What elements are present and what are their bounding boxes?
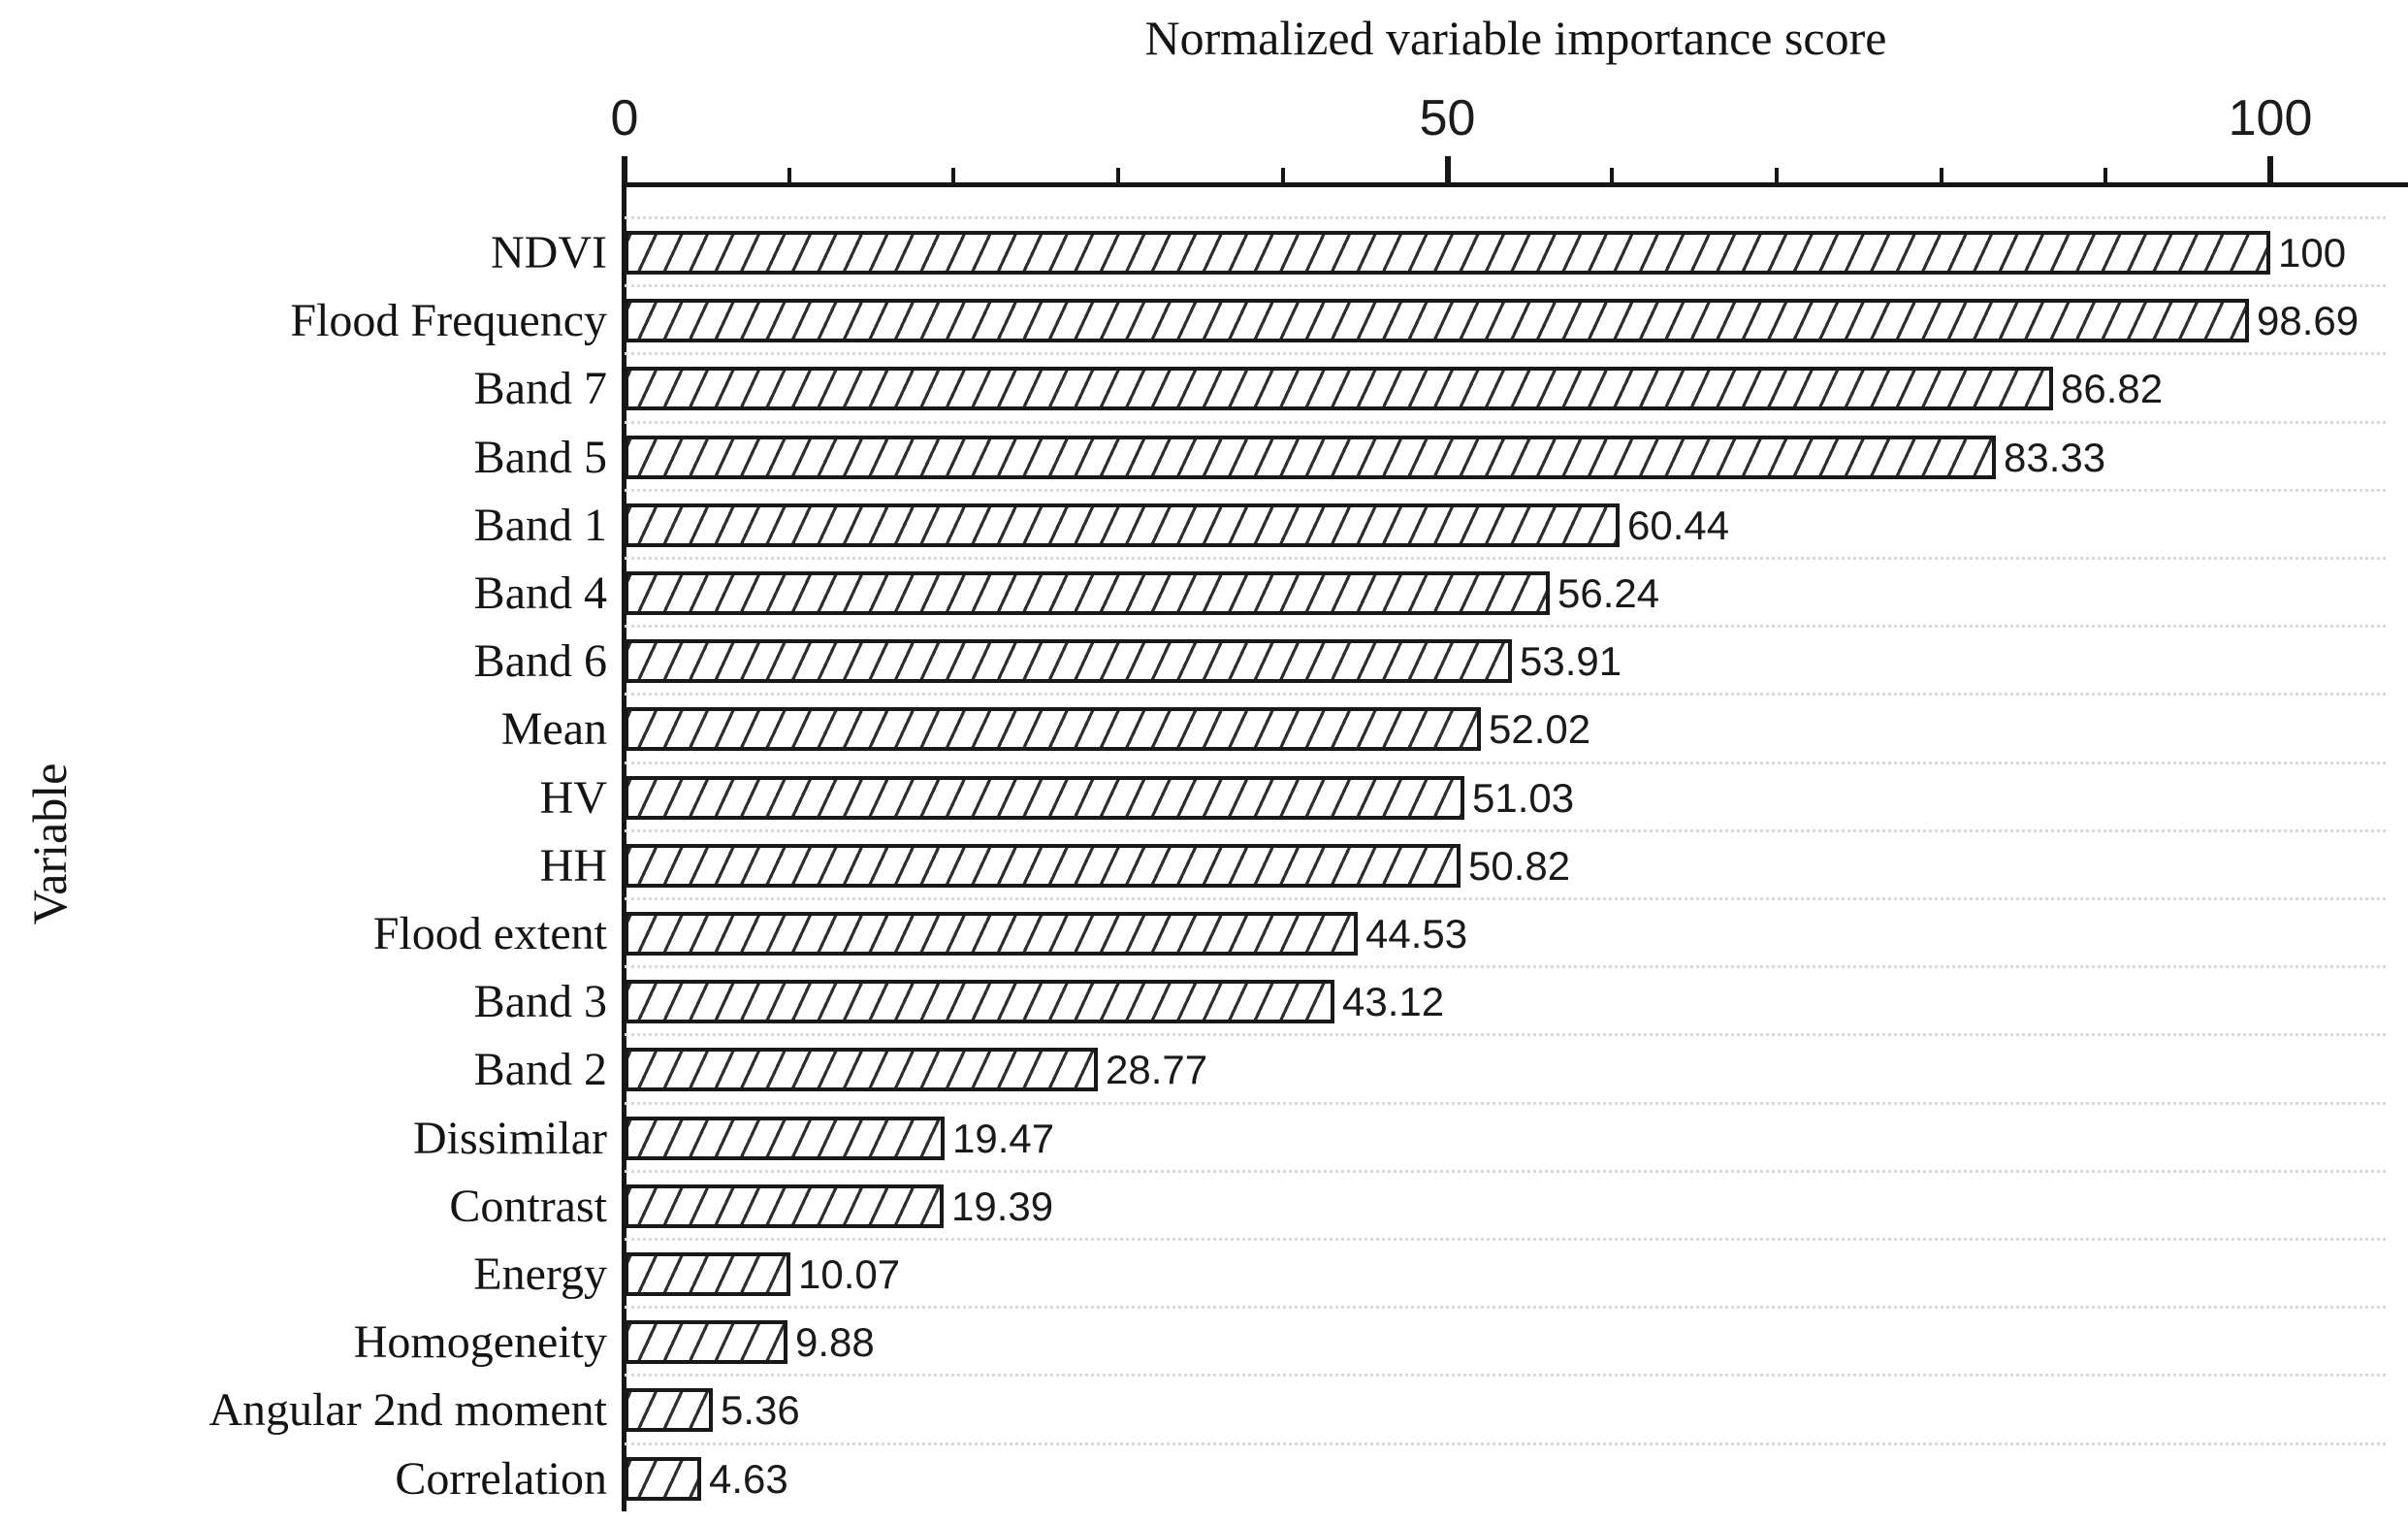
row-separator-gridline <box>625 1374 2386 1377</box>
x-axis-minor-tick <box>1939 168 1943 182</box>
bar-value-label: 56.24 <box>1557 570 1660 616</box>
bar-value-label: 19.39 <box>951 1184 1054 1229</box>
x-axis-major-tick <box>1444 156 1451 182</box>
category-label: HV <box>539 772 607 824</box>
x-axis-minor-tick <box>1610 168 1615 182</box>
x-axis-tick-label: 0 <box>610 90 639 146</box>
bar <box>625 1048 1098 1091</box>
bar <box>625 707 1481 751</box>
bar <box>625 367 2053 410</box>
bar <box>625 980 1334 1023</box>
bar-value-label: 4.63 <box>709 1456 788 1502</box>
category-label: Band 2 <box>473 1044 607 1095</box>
x-axis-title: Normalized variable importance score <box>1144 11 1887 65</box>
bar-value-label: 52.02 <box>1489 706 1591 752</box>
category-label: Dissimilar <box>413 1113 607 1164</box>
x-axis-major-tick <box>2267 156 2273 182</box>
category-label: Band 4 <box>473 567 607 619</box>
row-separator-gridline <box>625 284 2386 287</box>
bar-value-label: 28.77 <box>1106 1047 1208 1092</box>
row-separator-gridline <box>625 1306 2386 1309</box>
row-separator-gridline <box>625 1238 2386 1241</box>
bar-value-label: 19.47 <box>952 1116 1055 1161</box>
bar <box>625 231 2270 275</box>
x-axis-minor-tick <box>951 168 956 182</box>
row-separator-gridline <box>625 897 2386 900</box>
bar <box>625 844 1461 888</box>
category-label: Band 7 <box>473 363 607 414</box>
x-axis-tick-label: 100 <box>2228 90 2313 146</box>
row-separator-gridline <box>625 1170 2386 1173</box>
bar <box>625 571 1550 615</box>
bar <box>625 1457 701 1501</box>
row-separator-gridline <box>625 557 2386 560</box>
x-axis-major-tick <box>622 156 627 182</box>
bar-value-label: 50.82 <box>1468 843 1571 889</box>
row-separator-gridline <box>625 762 2386 764</box>
category-label: HH <box>539 840 607 892</box>
row-separator-gridline <box>625 216 2386 219</box>
y-axis-line <box>622 182 626 1511</box>
bar-value-label: 83.33 <box>2004 435 2106 480</box>
bar-value-label: 86.82 <box>2061 366 2164 411</box>
category-label: Band 3 <box>473 976 607 1027</box>
bar <box>625 1388 713 1432</box>
bar-value-label: 5.36 <box>721 1387 800 1433</box>
bar <box>625 299 2249 342</box>
category-label: Angular 2nd moment <box>209 1384 607 1436</box>
x-axis-minor-tick <box>787 168 791 182</box>
bar <box>625 912 1358 956</box>
row-separator-gridline <box>625 1033 2386 1036</box>
category-label: Band 6 <box>473 635 607 687</box>
bar <box>625 1184 944 1228</box>
bar-value-label: 10.07 <box>798 1251 901 1297</box>
x-axis-line <box>622 182 2408 187</box>
row-separator-gridline <box>625 1443 2386 1445</box>
category-label: NDVI <box>491 227 607 278</box>
category-label: Band 1 <box>473 500 607 551</box>
bar <box>625 1252 790 1296</box>
bar <box>625 776 1464 820</box>
category-label: Homogeneity <box>353 1316 607 1368</box>
bar-value-label: 53.91 <box>1520 638 1622 684</box>
bar-value-label: 43.12 <box>1342 979 1445 1024</box>
x-axis-minor-tick <box>1774 168 1779 182</box>
row-separator-gridline <box>625 829 2386 832</box>
x-axis-minor-tick <box>2103 168 2108 182</box>
bar-value-label: 9.88 <box>795 1319 875 1365</box>
row-separator-gridline <box>625 693 2386 696</box>
x-axis-minor-tick <box>1116 168 1121 182</box>
row-separator-gridline <box>625 421 2386 424</box>
x-axis-tick-label: 50 <box>1419 90 1476 146</box>
row-separator-gridline <box>625 965 2386 968</box>
category-label: Contrast <box>449 1181 607 1232</box>
bar <box>625 639 1512 683</box>
row-separator-gridline <box>625 1102 2386 1105</box>
category-label: Flood extent <box>372 908 607 959</box>
row-separator-gridline <box>625 352 2386 355</box>
row-separator-gridline <box>625 489 2386 492</box>
bar <box>625 436 1996 479</box>
bar-value-label: 100 <box>2278 230 2347 276</box>
bar <box>625 1320 787 1364</box>
bar <box>625 503 1620 547</box>
category-label: Band 5 <box>473 432 607 483</box>
category-label: Flood Frequency <box>290 295 607 346</box>
bar-value-label: 44.53 <box>1365 911 1468 957</box>
x-axis-minor-tick <box>1280 168 1285 182</box>
bar-value-label: 60.44 <box>1627 503 1730 548</box>
category-label: Correlation <box>395 1453 607 1505</box>
bar <box>625 1117 945 1160</box>
category-label: Energy <box>473 1248 607 1300</box>
row-separator-gridline <box>625 625 2386 628</box>
bar-value-label: 98.69 <box>2257 298 2360 343</box>
category-label: Mean <box>500 703 607 755</box>
bar-value-label: 51.03 <box>1472 775 1575 821</box>
